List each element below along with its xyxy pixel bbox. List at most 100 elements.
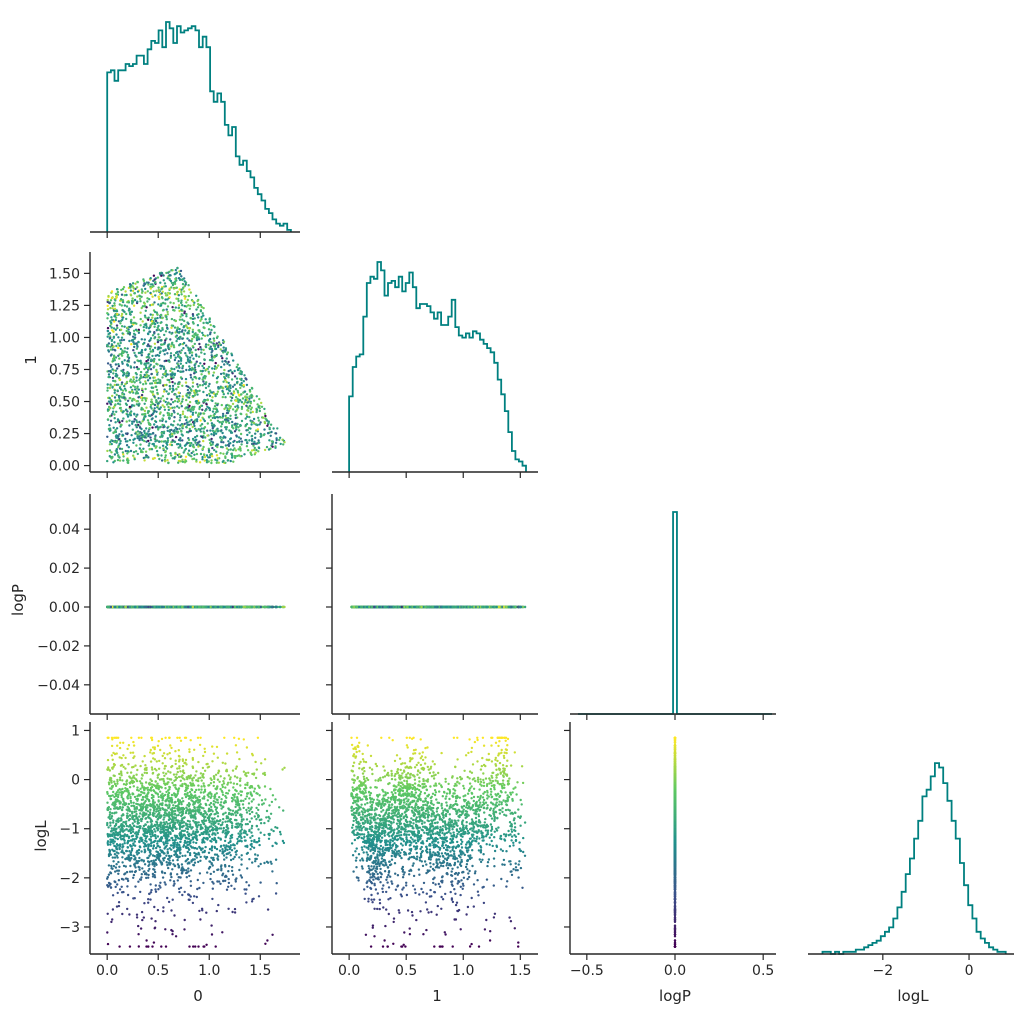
scatter-point <box>112 821 115 824</box>
scatter-point <box>193 748 196 751</box>
scatter-point <box>111 918 114 921</box>
scatter-point <box>156 316 159 320</box>
scatter-point <box>169 352 173 355</box>
scatter-point <box>108 443 112 446</box>
scatter-point <box>216 815 220 818</box>
scatter-point <box>174 356 177 359</box>
scatter-point <box>185 806 188 809</box>
scatter-point <box>173 358 177 362</box>
scatter-point <box>194 400 198 403</box>
scatter-point <box>228 429 231 432</box>
scatter-point <box>227 440 230 443</box>
scatter-point <box>207 810 210 813</box>
scatter-point <box>188 351 191 355</box>
scatter-point <box>188 808 191 811</box>
scatter-point <box>205 368 208 371</box>
scatter-point <box>199 791 203 794</box>
scatter-point <box>215 454 219 457</box>
scatter-point <box>164 787 167 790</box>
scatter-point <box>169 301 172 304</box>
scatter-point <box>150 779 153 783</box>
scatter-point <box>131 422 134 425</box>
scatter-point <box>176 846 179 849</box>
scatter-point <box>265 816 268 819</box>
scatter-point <box>212 337 215 340</box>
scatter-point <box>249 427 252 430</box>
scatter-point <box>187 396 191 399</box>
scatter-point <box>165 809 168 812</box>
scatter-point <box>222 351 225 354</box>
scatter-point <box>232 390 236 393</box>
scatter-point <box>120 288 123 292</box>
scatter-point <box>239 386 242 390</box>
scatter-point <box>144 823 147 826</box>
scatter-point <box>224 865 227 868</box>
scatter-point <box>118 403 122 406</box>
scatter-point <box>262 772 265 775</box>
scatter-point <box>182 370 185 373</box>
scatter-point <box>230 392 233 395</box>
scatter-point <box>268 833 271 837</box>
scatter-point <box>199 424 202 427</box>
scatter-point <box>145 371 148 374</box>
scatter-point <box>194 823 198 826</box>
scatter-point <box>195 360 198 363</box>
scatter-point <box>185 418 188 422</box>
scatter-point <box>167 806 170 810</box>
scatter-point <box>155 329 158 332</box>
scatter-point <box>210 433 213 436</box>
scatter-point <box>240 419 244 423</box>
scatter-point <box>222 346 225 349</box>
scatter-point <box>135 424 138 427</box>
scatter-point <box>147 361 150 365</box>
scatter-point <box>154 317 157 320</box>
scatter-point <box>192 830 195 833</box>
scatter-point <box>159 379 162 382</box>
scatter-point <box>120 891 124 894</box>
scatter-point <box>215 353 218 357</box>
scatter-point <box>171 898 174 901</box>
scatter-point <box>224 347 228 350</box>
scatter-point <box>145 326 148 329</box>
scatter-point <box>153 824 157 827</box>
scatter-point <box>138 815 141 818</box>
scatter-point <box>156 908 160 912</box>
scatter-point <box>150 738 154 742</box>
scatter-point <box>151 316 154 319</box>
scatter-point <box>116 818 119 821</box>
scatter-point <box>133 412 136 415</box>
scatter-point <box>211 818 215 821</box>
scatter-point <box>152 845 155 848</box>
scatter-point <box>153 926 157 929</box>
scatter-point <box>139 836 142 839</box>
scatter-point <box>157 888 160 891</box>
scatter-point <box>199 776 202 779</box>
scatter-point <box>128 331 132 335</box>
scatter-point <box>110 400 113 403</box>
scatter-point <box>179 779 182 782</box>
scatter-point <box>230 378 234 381</box>
scatter-point <box>138 420 141 424</box>
scatter-point <box>240 876 244 879</box>
scatter-point <box>123 842 126 845</box>
scatter-point <box>156 338 159 342</box>
scatter-point <box>183 304 186 308</box>
scatter-point <box>219 803 222 806</box>
scatter-point <box>198 389 201 392</box>
scatter-point <box>116 290 120 294</box>
scatter-point <box>154 858 157 862</box>
scatter-point <box>234 805 237 809</box>
scatter-point <box>140 873 143 876</box>
scatter-point <box>165 861 168 864</box>
scatter-point <box>181 893 184 897</box>
scatter-point <box>132 441 135 444</box>
scatter-point <box>139 324 142 327</box>
scatter-point <box>119 322 122 325</box>
scatter-point <box>138 794 141 797</box>
scatter-point <box>157 428 160 431</box>
scatter-point <box>257 816 260 819</box>
scatter-point <box>195 434 199 438</box>
scatter-point <box>147 848 150 851</box>
scatter-point <box>235 377 239 380</box>
scatter-point <box>195 856 198 859</box>
